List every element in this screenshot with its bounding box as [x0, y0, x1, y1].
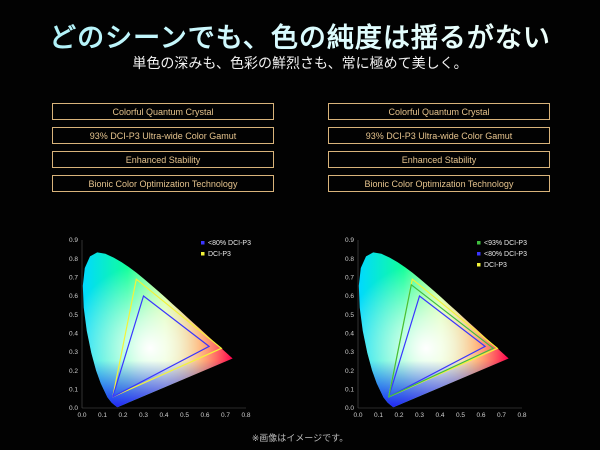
y-tick-label: 0.3: [345, 349, 354, 356]
legend-label: <93% DCI-P3: [484, 240, 527, 247]
gamut-triangle: [111, 278, 223, 398]
x-tick-label: 0.6: [200, 412, 209, 419]
legend-marker: [201, 252, 205, 256]
x-tick-label: 0.2: [394, 412, 403, 419]
x-tick-label: 0.1: [98, 412, 107, 419]
legend-marker: [477, 241, 481, 245]
legend-label: DCI-P3: [208, 251, 231, 258]
y-tick-label: 0.5: [69, 312, 78, 319]
x-tick-label: 0.5: [456, 412, 465, 419]
legend-label: <80% DCI-P3: [484, 251, 527, 258]
legend-label: <80% DCI-P3: [208, 240, 251, 247]
y-tick-label: 0.5: [345, 312, 354, 319]
x-tick-label: 0.1: [374, 412, 383, 419]
gamut-triangle: [111, 294, 211, 398]
y-tick-label: 0.8: [69, 256, 78, 263]
x-tick-label: 0.0: [353, 412, 362, 419]
feature-box: Colorful Quantum Crystal: [52, 103, 274, 120]
gamut-triangle: [387, 294, 487, 398]
y-tick-label: 0.9: [345, 237, 354, 244]
x-tick-label: 0.3: [415, 412, 424, 419]
x-tick-label: 0.7: [497, 412, 506, 419]
y-tick-label: 0.1: [69, 387, 78, 394]
feature-list-left: Colorful Quantum Crystal 93% DCI-P3 Ultr…: [52, 103, 274, 199]
x-tick-label: 0.6: [476, 412, 485, 419]
blue-corner-shade: [82, 252, 233, 408]
x-tick-label: 0.0: [77, 412, 86, 419]
x-tick-label: 0.8: [517, 412, 526, 419]
y-tick-label: 0.0: [69, 405, 78, 412]
feature-box: Colorful Quantum Crystal: [328, 103, 550, 120]
image-note: ※画像はイメージです。: [251, 434, 349, 444]
feature-box: Enhanced Stability: [52, 151, 274, 168]
feature-box: Enhanced Stability: [328, 151, 550, 168]
page-subtitle: 単色の深みも、色彩の鮮烈さも、常に極めて美しく。: [132, 56, 468, 72]
legend-marker: [477, 252, 481, 256]
gamut-triangle: [387, 283, 495, 398]
y-tick-label: 0.4: [345, 331, 354, 338]
y-tick-label: 0.7: [345, 275, 354, 282]
feature-box: 93% DCI-P3 Ultra-wide Color Gamut: [52, 127, 274, 144]
y-tick-label: 0.1: [345, 387, 354, 394]
x-tick-label: 0.8: [241, 412, 250, 419]
page-title: どのシーンでも、色の純度は揺るがない: [0, 16, 600, 55]
y-tick-label: 0.7: [69, 275, 78, 282]
y-tick-label: 0.6: [345, 293, 354, 300]
legend-label: DCI-P3: [484, 262, 507, 269]
y-tick-label: 0.3: [69, 349, 78, 356]
y-tick-label: 0.0: [345, 405, 354, 412]
x-tick-label: 0.4: [159, 412, 168, 419]
feature-box: 93% DCI-P3 Ultra-wide Color Gamut: [328, 127, 550, 144]
feature-list-right: Colorful Quantum Crystal 93% DCI-P3 Ultr…: [328, 103, 550, 199]
y-tick-label: 0.9: [69, 237, 78, 244]
y-tick-label: 0.8: [345, 256, 354, 263]
feature-box: Bionic Color Optimization Technology: [328, 175, 550, 192]
x-tick-label: 0.3: [139, 412, 148, 419]
cie-chart-left: 0.0 0.1 0.2 0.3 0.4 0.5 0.6 0.7 0.8 0.0 0.1 0.2 0.3 0…: [69, 237, 251, 419]
y-tick-label: 0.2: [69, 368, 78, 375]
x-tick-label: 0.5: [180, 412, 189, 419]
blue-corner-shade: [358, 252, 509, 408]
legend-marker: [201, 241, 205, 245]
cie-chart-right: 0.0 0.1 0.2 0.3 0.4 0.5 0.6 0.7 0.8 0.0 0.1 0.2 0.3 0…: [345, 237, 527, 419]
legend-marker: [477, 263, 481, 267]
y-tick-label: 0.4: [69, 331, 78, 338]
x-tick-label: 0.4: [435, 412, 444, 419]
x-tick-label: 0.7: [221, 412, 230, 419]
feature-box: Bionic Color Optimization Technology: [52, 175, 274, 192]
y-tick-label: 0.2: [345, 368, 354, 375]
x-tick-label: 0.2: [118, 412, 127, 419]
y-tick-label: 0.6: [69, 293, 78, 300]
